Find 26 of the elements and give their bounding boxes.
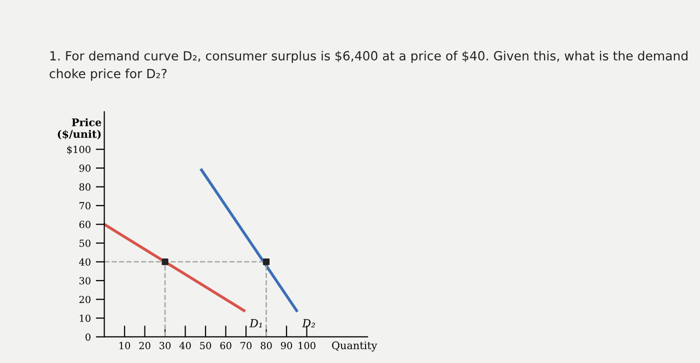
y-tick-label: 70 [80,202,90,210]
chart-title: 1. For demand curve D₂, consumer surplus is $6,400 at a price of $40. Given this, what is the demand choke price for D₂? [50,50,688,81]
y-tick-label: 40 [79,258,90,266]
x-axis-title: Quantity [332,341,378,352]
annotation: D₂ [302,319,316,328]
x-tick-label: 10 [120,342,130,350]
annotation: D₁ [249,319,262,328]
y-tick-label: 80 [79,183,90,191]
x-tick-label: 50 [200,342,212,350]
x-tick-label: 40 [179,342,191,350]
y-tick-label: 10 [80,314,90,322]
x-tick-label: 80 [260,342,272,350]
x-tick-label: 70 [240,342,252,350]
y-tick-label: $100 [67,146,90,154]
y-axis-title: Price ($/unit) [58,118,102,140]
y-tick-label: 30 [79,277,90,284]
x-tick-label: 90 [280,342,292,350]
x-tick-label: 30 [160,342,171,350]
y-tick-label: 0 [86,333,90,341]
y-tick-label: 90 [79,164,90,172]
y-tick-label: 60 [79,220,90,228]
x-tick-label: 60 [220,342,232,350]
x-tick-label: 20 [139,342,150,350]
x-tick-label: 100 [298,342,316,350]
y-tick-label: 20 [79,296,90,304]
y-tick-label: 50 [80,240,90,247]
